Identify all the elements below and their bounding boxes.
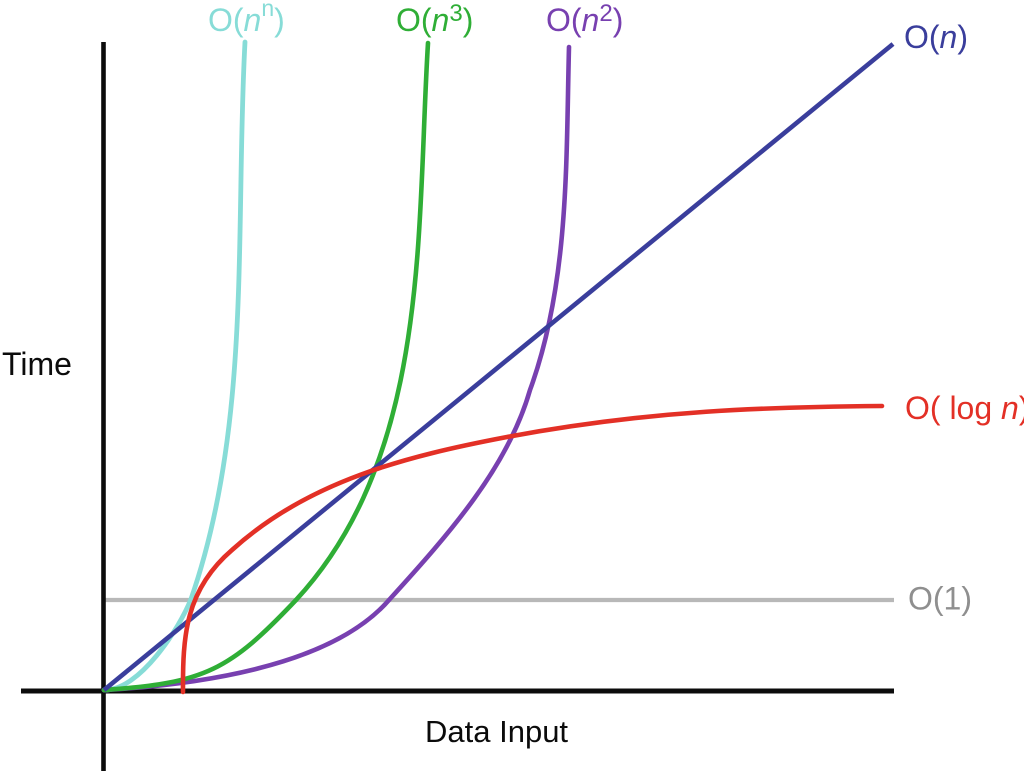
svg-text:O(n2): O(n2) xyxy=(546,0,623,38)
svg-text:O(n): O(n) xyxy=(904,19,968,55)
svg-text:O( log n): O( log n) xyxy=(905,390,1024,426)
svg-text:O(nn): O(nn) xyxy=(208,0,285,38)
svg-text:O(1): O(1) xyxy=(908,581,972,617)
svg-text:Data Input: Data Input xyxy=(425,714,568,749)
svg-text:Time: Time xyxy=(2,346,72,382)
svg-text:O(n3): O(n3) xyxy=(396,0,473,38)
